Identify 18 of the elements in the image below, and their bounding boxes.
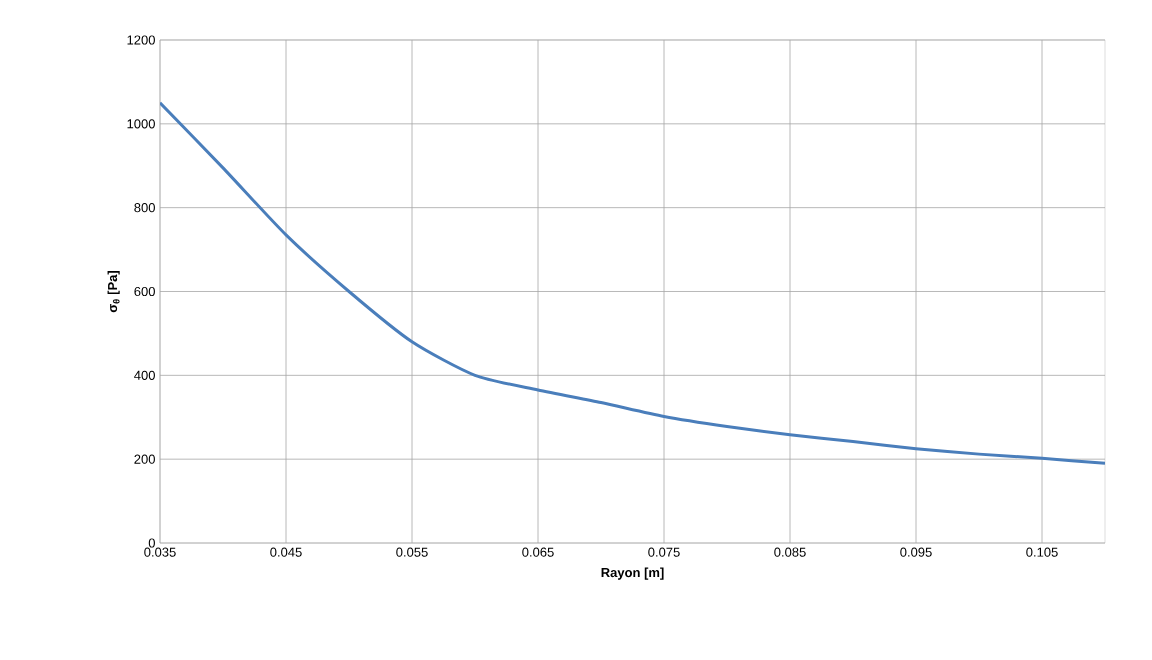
x-tick-label: 0.075 (648, 547, 680, 557)
x-tick-label: 0.035 (144, 547, 176, 557)
x-tick-label: 0.095 (900, 547, 932, 557)
x-tick-label: 0.085 (774, 547, 806, 557)
x-tick-label: 0.065 (522, 547, 554, 557)
y-tick-label: 0 (148, 538, 155, 548)
y-tick-label: 1200 (127, 35, 155, 45)
y-tick-label: 600 (134, 286, 155, 297)
y-tick-label: 800 (134, 203, 155, 213)
y-tick-label: 200 (134, 454, 155, 464)
x-tick-label: 0.045 (270, 547, 302, 557)
y-tick-label: 1000 (127, 119, 155, 129)
line-series (160, 101, 1106, 465)
x-tick-label: 0.105 (1026, 547, 1058, 557)
x-axis-title: Rayon [m] (601, 567, 664, 580)
y-tick-label: 400 (134, 370, 155, 380)
text: σ$_{θ}$ [Pa] (107, 270, 120, 313)
x-tick-label: 0.055 (396, 547, 428, 557)
